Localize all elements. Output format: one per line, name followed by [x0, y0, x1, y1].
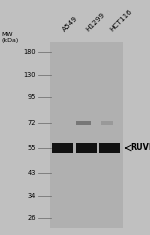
Text: 95: 95: [28, 94, 36, 100]
Text: MW
(kDa): MW (kDa): [2, 32, 19, 43]
Text: A549: A549: [61, 15, 79, 33]
Bar: [101, 121, 113, 125]
Text: 180: 180: [23, 49, 36, 55]
Text: 43: 43: [28, 170, 36, 176]
Bar: [52, 143, 73, 153]
Text: 130: 130: [24, 72, 36, 78]
Text: 34: 34: [28, 193, 36, 199]
Text: 72: 72: [27, 120, 36, 126]
Bar: [76, 121, 91, 125]
Bar: [76, 143, 97, 153]
Text: 55: 55: [27, 145, 36, 151]
Text: RUVBL1: RUVBL1: [130, 144, 150, 153]
Bar: [50, 42, 123, 228]
Bar: [99, 143, 120, 153]
Text: H1299: H1299: [85, 12, 106, 33]
Text: HCT116: HCT116: [108, 8, 133, 33]
Text: 26: 26: [27, 215, 36, 221]
